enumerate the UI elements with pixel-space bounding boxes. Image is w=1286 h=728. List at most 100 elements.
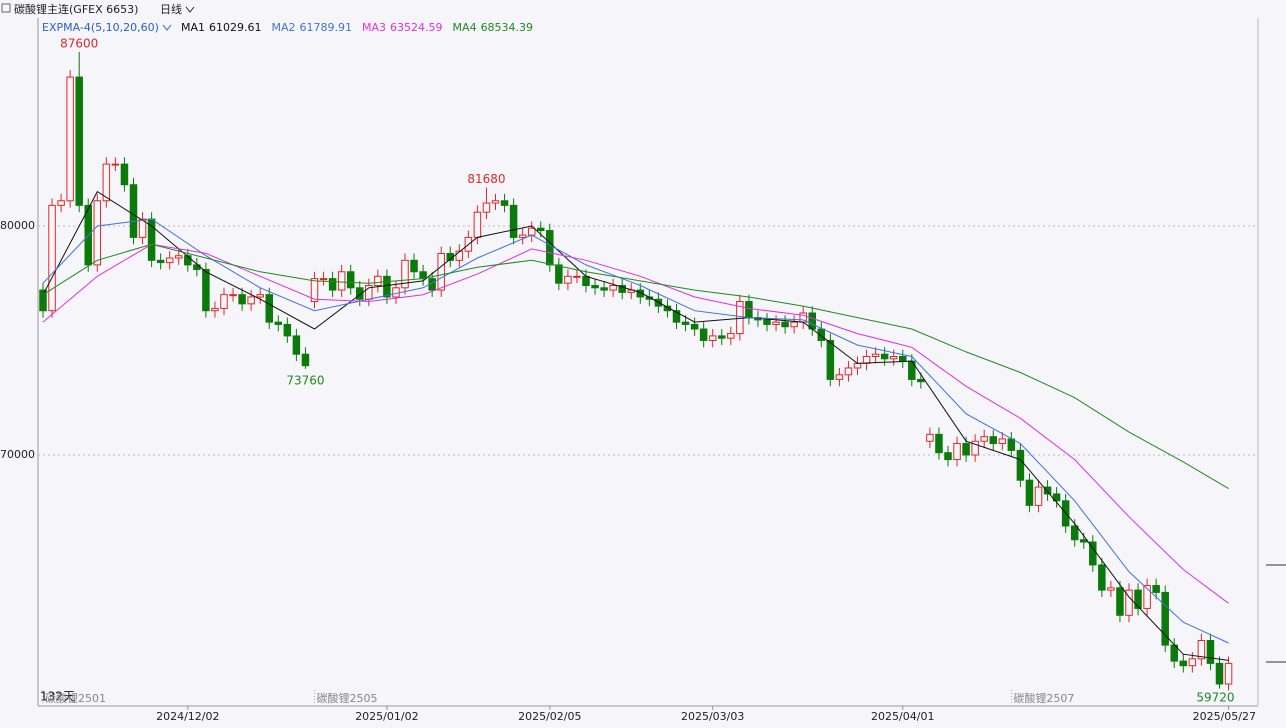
- candle-body: [962, 443, 970, 456]
- candle-body: [745, 301, 753, 319]
- candle-body: [708, 335, 717, 341]
- candle-body: [790, 321, 798, 328]
- candle-body: [1125, 589, 1133, 616]
- candle-body: [1080, 539, 1088, 543]
- candle-body: [102, 163, 111, 202]
- candle-body: [328, 278, 337, 291]
- candle-body: [573, 275, 581, 278]
- candle-body: [853, 362, 862, 369]
- candle-body: [93, 200, 102, 266]
- candle-body: [1143, 585, 1151, 609]
- ma-line: [42, 243, 1229, 490]
- candle-body: [1007, 438, 1016, 451]
- candle-body: [736, 301, 744, 335]
- candle-body: [156, 259, 165, 264]
- candle-body: [401, 259, 409, 289]
- candle-body: [491, 200, 500, 204]
- candle-body: [880, 353, 889, 360]
- ma-line: [42, 190, 1229, 661]
- candle-body: [1107, 587, 1115, 591]
- candle-body: [518, 234, 527, 238]
- candle-body: [1179, 660, 1188, 667]
- candle-body: [383, 275, 391, 298]
- candle-body: [374, 275, 382, 287]
- candle-body: [147, 218, 156, 261]
- candle-body: [238, 294, 246, 305]
- extreme-label: 59720: [1196, 691, 1234, 705]
- candle-body: [256, 294, 264, 298]
- candle-body: [175, 255, 183, 259]
- candle-body: [564, 275, 572, 284]
- candle-body: [1116, 587, 1124, 616]
- candle-body: [184, 255, 192, 266]
- candle-body: [781, 321, 789, 328]
- candle-body: [419, 271, 427, 280]
- candle-body: [437, 252, 445, 291]
- ma-legend-name: MA4: [453, 21, 477, 34]
- candle-body: [1025, 479, 1034, 506]
- candle-body: [211, 307, 219, 312]
- candle-body: [681, 321, 690, 325]
- candle-body: [609, 285, 617, 291]
- candle-body: [971, 440, 979, 456]
- candle-body: [889, 356, 898, 360]
- ma-legend-value: 61789.91: [300, 21, 353, 34]
- candle-body: [926, 433, 934, 442]
- candle-body: [935, 433, 943, 454]
- candle-body: [1215, 662, 1224, 685]
- candle-body: [346, 271, 355, 289]
- candle-body: [844, 367, 853, 376]
- candle-body: [989, 436, 997, 445]
- candle-body: [356, 287, 364, 300]
- candle-body: [618, 285, 626, 293]
- candle-body: [283, 323, 292, 337]
- chart-title: 碳酸锂主连(GFEX 6653): [14, 2, 138, 16]
- candle-body: [138, 218, 147, 238]
- ma-legend-name: MA3: [362, 21, 386, 34]
- candle-body: [862, 356, 871, 364]
- candle-body: [763, 319, 771, 325]
- indicator-name[interactable]: EXPMA-4(5,10,20,60): [42, 21, 159, 34]
- candle-body: [980, 436, 988, 442]
- ma-line: [42, 243, 1229, 604]
- candle-body: [1188, 658, 1197, 667]
- candle-body: [57, 200, 65, 206]
- candle-body: [292, 335, 301, 355]
- candle-body: [546, 230, 554, 266]
- candle-body: [1152, 585, 1160, 593]
- candle-body: [410, 259, 418, 273]
- ma-legend-value: 63524.59: [390, 21, 443, 34]
- candle-body: [672, 310, 681, 323]
- candle-body: [527, 227, 536, 236]
- candle-body: [1197, 639, 1206, 660]
- candle-body: [265, 294, 273, 323]
- menu-icon[interactable]: [1, 3, 11, 13]
- candle-body: [229, 294, 237, 297]
- candle-body: [1089, 541, 1097, 566]
- candle-body: [1224, 662, 1233, 685]
- candle-body: [1134, 589, 1142, 609]
- candle-body: [509, 204, 518, 238]
- indicator-caret: [162, 24, 172, 31]
- candle-body: [482, 202, 491, 213]
- period-selector[interactable]: 日线: [160, 2, 182, 16]
- candle-body: [473, 211, 482, 238]
- candle-body: [953, 443, 961, 461]
- candle-body: [600, 287, 608, 291]
- candle-body: [337, 271, 346, 291]
- candle-body: [75, 76, 83, 206]
- x-tick-label: 2025/05/27: [1193, 710, 1256, 723]
- candle-body: [165, 257, 174, 264]
- candle-body: [808, 312, 816, 330]
- candle-body: [310, 278, 319, 303]
- candle-body: [582, 275, 590, 287]
- candle-body: [1016, 449, 1025, 481]
- ma-legend: MA1 61029.61 MA2 61789.91 MA3 63524.59 MA4 6853…: [181, 21, 533, 34]
- candle-body: [1098, 564, 1106, 591]
- y-tick-label: 70000: [0, 448, 35, 461]
- candle-body: [555, 264, 563, 284]
- candle-body: [772, 321, 780, 325]
- x-tick-label: 2024/12/02: [156, 710, 219, 723]
